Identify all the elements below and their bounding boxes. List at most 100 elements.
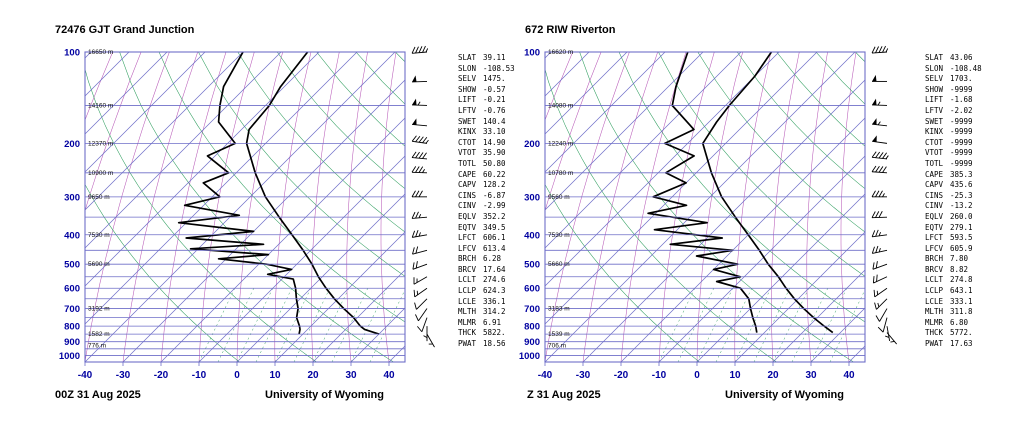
stat-label: SLON [925,63,944,73]
stat-row: LIFT -0.21 [458,95,515,106]
svg-text:16620 m: 16620 m [548,49,573,56]
stat-label: VTOT [925,148,944,158]
stat-value: -0.21 [483,95,506,105]
stat-row: SLON -108.53 [458,64,515,75]
stat-row: CINS -6.87 [458,191,515,202]
svg-text:-40: -40 [538,370,553,381]
stat-value: 35.90 [483,148,506,158]
stat-row: SLAT 43.06 [925,53,982,64]
stat-value: -13.2 [950,201,973,211]
svg-text:-40: -40 [78,370,93,381]
svg-text:900: 900 [524,337,540,348]
stat-label: LCLE [925,296,944,306]
stat-label: CINV [925,201,944,211]
plot-border [84,51,406,363]
wind-barbs [871,45,897,345]
svg-text:7530 m: 7530 m [88,232,110,239]
stat-row: LCLT 274.8 [925,275,982,286]
stat-value: 1475. [483,74,506,84]
stat-row: CINV -13.2 [925,201,982,212]
svg-text:-20: -20 [154,370,169,381]
stat-value: -2.99 [483,201,506,211]
svg-text:40: 40 [843,370,855,381]
stat-value: 60.22 [483,169,506,179]
stat-label: LIFT [925,95,944,105]
stat-value: 274.6 [483,275,506,285]
stat-value: -9999 [950,148,973,158]
stat-row: MLTH 314.2 [458,307,515,318]
svg-text:100: 100 [64,48,80,59]
stat-label: CAPV [925,180,944,190]
stat-row: VTOT -9999 [925,148,982,159]
stat-label: LCLT [458,275,477,285]
svg-text:776 m: 776 m [88,342,106,349]
svg-text:40: 40 [383,370,395,381]
svg-text:500: 500 [524,260,540,271]
stat-value: -9999 [950,127,973,137]
svg-text:5690 m: 5690 m [88,261,110,268]
stat-label: CINV [458,201,477,211]
stat-value: -2.02 [950,105,973,115]
svg-text:1000: 1000 [519,351,540,362]
stat-row: EQTV 349.5 [458,223,515,234]
svg-text:800: 800 [524,322,540,333]
svg-text:20: 20 [767,370,779,381]
stat-row: SELV 1475. [458,74,515,85]
stat-row: SHOW -9999 [925,85,982,96]
stat-label: SHOW [458,84,477,94]
stat-value: 6.28 [483,254,502,264]
stat-row: CINS -25.3 [925,191,982,202]
svg-text:700: 700 [524,304,540,315]
stat-row: LFCT 606.1 [458,233,515,244]
stat-row: BRCV 8.82 [925,265,982,276]
height-labels: 16620 m 14080 m 12240 m 10780 m 9560 m 7530 m… [548,49,573,349]
stat-row: VTOT 35.90 [458,148,515,159]
stat-row: BRCH 6.28 [458,254,515,265]
stat-label: MLMR [925,317,944,327]
stat-value: 385.3 [950,169,973,179]
stat-value: -6.87 [483,190,506,200]
stat-label: PWAT [925,339,944,349]
stat-row: LCLE 333.1 [925,297,982,308]
stat-value: -108.48 [950,63,982,73]
stat-row: LIFT -1.68 [925,95,982,106]
stat-value: 5772. [950,328,973,338]
stat-row: LFTV -0.76 [458,106,515,117]
svg-text:3183 m: 3183 m [548,306,570,313]
profile-traces [647,52,834,334]
stat-value: 6.91 [483,317,502,327]
stat-row: THCK 5822. [458,328,515,339]
stat-label: CINS [925,190,944,200]
stat-value: 43.06 [950,53,973,62]
dewpoint-trace [177,52,301,335]
stat-label: MLMR [458,317,477,327]
stat-row: CTOT 14.90 [458,138,515,149]
svg-text:3192 m: 3192 m [88,306,110,313]
svg-text:10: 10 [269,370,281,381]
svg-text:12240 m: 12240 m [548,140,573,147]
stat-row: MLTH 311.8 [925,307,982,318]
svg-text:20: 20 [307,370,319,381]
wind-barbs [411,45,435,348]
stat-row: CINV -2.99 [458,201,515,212]
stat-label: SLAT [925,53,944,62]
stat-value: 260.0 [950,211,973,221]
svg-text:0: 0 [234,370,240,381]
source-credit: University of Wyoming [265,389,384,401]
stat-row: THCK 5772. [925,328,982,339]
svg-text:-30: -30 [116,370,131,381]
mixing-ratio-lines [198,288,405,362]
svg-text:1539 m: 1539 m [548,331,570,338]
stat-value: 314.2 [483,307,506,317]
svg-text:16650 m: 16650 m [88,49,113,56]
stat-label: LCLP [925,286,944,296]
stat-value: 349.5 [483,222,506,232]
indices-panel: SLAT 43.06 SLON -108.48 SELV 1703. SHOW -9999 LI… [925,53,982,350]
temperature-axis-labels: -40 -30 -20 -10 0 10 20 30 40 [78,362,395,381]
stat-label: LFTV [925,105,944,115]
stat-label: CAPV [458,180,477,190]
svg-text:5660 m: 5660 m [548,261,570,268]
